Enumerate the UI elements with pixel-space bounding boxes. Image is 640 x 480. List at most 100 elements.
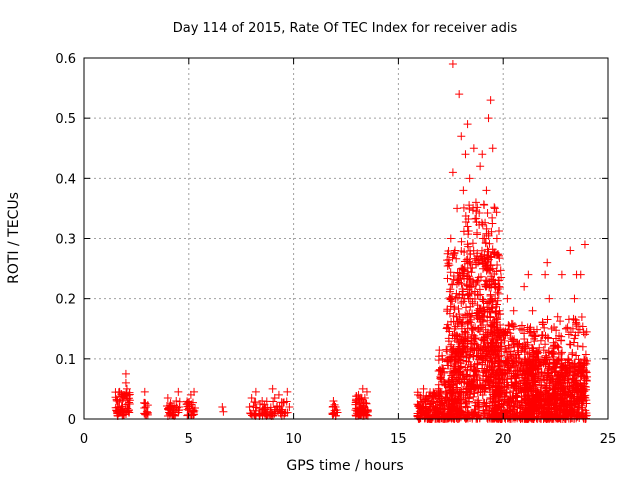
data-point xyxy=(581,330,590,339)
data-point xyxy=(460,257,469,266)
data-point xyxy=(354,390,363,399)
data-point xyxy=(504,321,513,330)
data-point xyxy=(576,270,585,279)
data-point xyxy=(505,363,514,372)
data-point xyxy=(449,317,458,326)
data-point xyxy=(460,266,469,275)
data-point xyxy=(360,393,369,402)
data-point xyxy=(461,211,470,220)
data-point xyxy=(557,270,566,279)
data-point xyxy=(495,401,504,410)
data-point xyxy=(445,410,454,419)
data-point xyxy=(283,408,292,417)
data-point xyxy=(416,393,425,402)
data-point xyxy=(484,247,493,256)
data-point xyxy=(488,264,497,273)
data-point xyxy=(499,399,508,408)
data-point xyxy=(124,399,133,408)
data-point xyxy=(218,402,227,411)
data-point xyxy=(504,325,513,334)
data-point xyxy=(245,402,254,411)
data-point xyxy=(520,282,529,291)
data-point xyxy=(458,330,467,339)
data-point xyxy=(568,324,577,333)
data-point xyxy=(514,358,523,367)
data-point xyxy=(460,274,469,283)
x-tick-label: 20 xyxy=(495,432,512,447)
data-point xyxy=(489,406,498,415)
data-point xyxy=(466,246,475,255)
data-point xyxy=(493,288,502,297)
data-point xyxy=(473,276,482,285)
data-point xyxy=(523,413,532,422)
data-point xyxy=(474,258,483,267)
data-point xyxy=(523,391,532,400)
data-point xyxy=(481,325,490,334)
data-point xyxy=(363,411,372,420)
data-point xyxy=(577,401,586,410)
data-point xyxy=(449,381,458,390)
data-point xyxy=(468,263,477,272)
data-point xyxy=(469,324,478,333)
data-point xyxy=(545,396,554,405)
data-point xyxy=(491,375,500,384)
data-point xyxy=(457,132,466,141)
data-point xyxy=(493,326,502,335)
data-point xyxy=(571,331,580,340)
data-point xyxy=(568,350,577,359)
data-point xyxy=(358,384,367,393)
data-point xyxy=(482,229,491,238)
data-point xyxy=(436,372,445,381)
data-point xyxy=(521,386,530,395)
data-point xyxy=(483,303,492,312)
data-point xyxy=(119,393,128,402)
data-point xyxy=(468,326,477,335)
data-point xyxy=(424,413,433,422)
data-point xyxy=(543,258,552,267)
data-point xyxy=(488,213,497,222)
data-point xyxy=(511,391,520,400)
data-point xyxy=(541,270,550,279)
data-point xyxy=(565,340,574,349)
data-point xyxy=(559,378,568,387)
data-point xyxy=(480,398,489,407)
data-point xyxy=(495,331,504,340)
data-point xyxy=(268,384,277,393)
data-point xyxy=(473,359,482,368)
data-point xyxy=(551,366,560,375)
data-point xyxy=(463,413,472,422)
data-point xyxy=(532,395,541,404)
data-point xyxy=(492,208,501,217)
data-point xyxy=(143,408,152,417)
data-point xyxy=(567,406,576,415)
data-point xyxy=(580,355,589,364)
data-point xyxy=(507,354,516,363)
x-tick-label: 5 xyxy=(185,432,193,447)
data-point xyxy=(450,397,459,406)
marks-layer xyxy=(111,60,592,423)
data-point xyxy=(490,269,499,278)
data-point xyxy=(481,409,490,418)
data-point xyxy=(443,274,452,283)
data-point xyxy=(532,347,541,356)
data-point xyxy=(459,337,468,346)
data-point xyxy=(446,342,455,351)
data-point xyxy=(494,352,503,361)
data-point xyxy=(141,402,150,411)
data-point xyxy=(491,302,500,311)
data-point xyxy=(497,400,506,409)
data-point xyxy=(170,401,179,410)
data-point xyxy=(477,218,486,227)
data-point xyxy=(475,209,484,218)
data-point xyxy=(488,366,497,375)
data-point xyxy=(183,411,192,420)
data-point xyxy=(550,341,559,350)
data-point xyxy=(492,325,501,334)
data-point xyxy=(455,413,464,422)
data-point xyxy=(467,282,476,291)
data-point xyxy=(518,384,527,393)
data-point xyxy=(557,364,566,373)
data-point xyxy=(478,150,487,159)
data-point xyxy=(479,406,488,415)
y-tick-label: 0 xyxy=(68,413,76,428)
